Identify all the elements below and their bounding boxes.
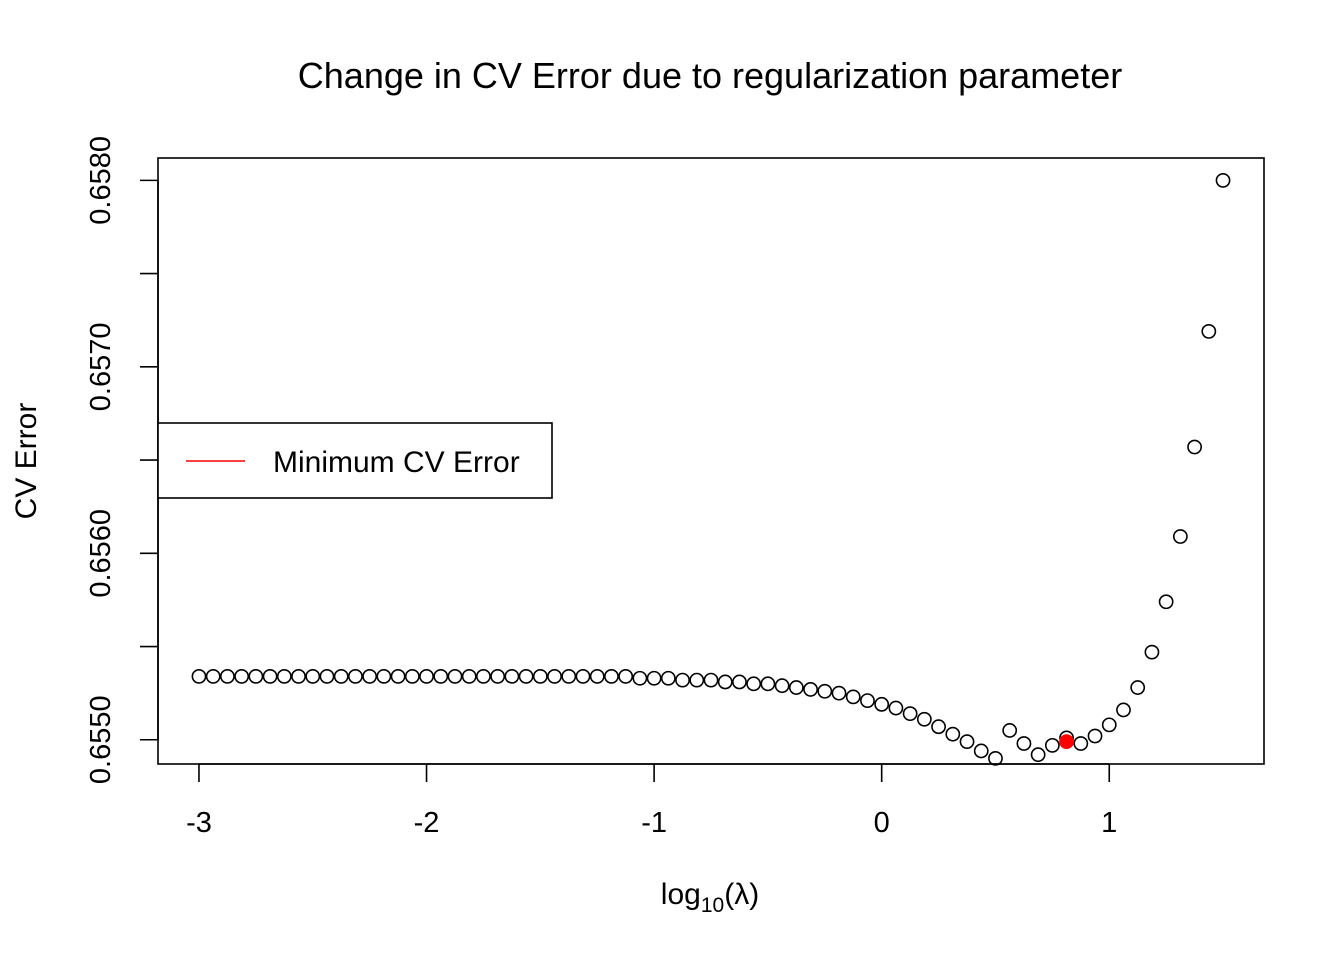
cv-error-point (660, 670, 676, 686)
cv-error-point (1215, 172, 1231, 188)
x-tick-label: -3 (186, 807, 212, 839)
cv-error-point (902, 706, 918, 722)
cv-error-point (746, 676, 762, 692)
cv-error-point (1158, 594, 1174, 610)
cv-error-point (888, 700, 904, 716)
x-axis-label-main: log (661, 878, 701, 911)
cv-error-point (689, 672, 705, 688)
cv-error-point (1187, 439, 1202, 455)
cv-error-point (959, 734, 975, 750)
cv-error-point (646, 670, 662, 686)
cv-error-point (276, 668, 292, 684)
cv-error-point (988, 751, 1003, 766)
cv-error-point (760, 676, 776, 692)
x-tick-label: 0 (874, 807, 890, 839)
cv-error-point (490, 668, 506, 684)
cv-error-point (1144, 644, 1160, 660)
y-axis: 0.6550 0.6560 0.6570 0.6580 (85, 136, 159, 784)
legend: Minimum CV Error (157, 422, 553, 499)
cv-error-point (632, 670, 648, 686)
cv-error-point (1002, 723, 1018, 738)
y-tick-label: 0.6580 (85, 136, 117, 225)
cv-error-point (604, 668, 619, 684)
cv-error-point (390, 668, 406, 684)
cv-error-point (461, 668, 477, 684)
cv-error-point (419, 668, 434, 684)
cv-error-point (305, 668, 321, 684)
cv-error-point (1201, 324, 1217, 339)
chart-title: Change in CV Error due to regularization… (298, 55, 1122, 96)
cv-error-point (376, 668, 392, 684)
cv-error-point (1016, 736, 1032, 751)
x-tick-label: 1 (1101, 807, 1117, 839)
cv-error-point (333, 668, 349, 684)
cv-error-point (1030, 747, 1046, 763)
cv-error-point (717, 674, 733, 690)
cv-error-point (518, 668, 534, 684)
cv-error-point (703, 672, 719, 688)
cv-error-point (817, 683, 833, 699)
cv-error-point (447, 668, 463, 684)
y-tick-label: 0.6560 (85, 509, 117, 598)
cv-error-point (845, 689, 861, 705)
cv-error-point (205, 668, 221, 684)
cv-error-point (262, 668, 278, 684)
y-tick-label: 0.6550 (85, 695, 117, 784)
cv-error-point (532, 668, 548, 684)
cv-error-point (874, 696, 890, 712)
cv-error-point (561, 668, 577, 684)
cv-error-point (803, 682, 818, 697)
cv-error-point (476, 668, 491, 684)
cv-error-point (234, 668, 250, 684)
x-tick-label: -2 (414, 807, 440, 839)
x-axis-label-tail: (λ) (724, 878, 759, 911)
x-axis: -3 -2 -1 0 1 (186, 763, 1117, 839)
cv-error-point (1073, 736, 1089, 751)
cv-error-point (1087, 728, 1103, 744)
cv-error-point (589, 668, 605, 684)
cv-error-point (1130, 680, 1146, 695)
cv-error-point (404, 668, 420, 684)
x-axis-label: log10(λ) (661, 878, 759, 917)
x-tick-label: -1 (641, 807, 667, 839)
cv-error-point (1172, 529, 1188, 544)
cv-error-point (547, 668, 562, 684)
cv-error-point (973, 743, 989, 759)
cv-error-point (945, 726, 961, 742)
cv-error-point (732, 674, 747, 690)
cv-error-point (191, 668, 207, 684)
minimum-cv-point (1059, 734, 1074, 750)
cv-error-point (248, 668, 264, 684)
data-points (191, 172, 1231, 766)
y-axis-label: CV Error (10, 403, 43, 520)
cv-error-point (618, 668, 634, 684)
cv-error-point (931, 719, 946, 735)
cv-error-point (433, 668, 449, 684)
cv-error-point (220, 668, 235, 684)
cv-error-point (291, 668, 306, 684)
cv-error-point (1101, 717, 1117, 733)
cv-error-point (319, 668, 335, 684)
cv-error-point (348, 668, 363, 684)
y-tick-label: 0.6570 (85, 322, 117, 411)
cv-error-point (916, 711, 932, 727)
cv-error-point (675, 672, 690, 688)
cv-error-point (362, 668, 378, 684)
cv-error-point (831, 685, 847, 701)
cv-error-point (1044, 737, 1060, 753)
legend-min-cv-label: Minimum CV Error (273, 446, 520, 479)
cv-error-point (860, 693, 875, 709)
cv-error-point (1116, 702, 1131, 718)
x-axis-label-subscript: 10 (701, 894, 724, 917)
cv-error-point (774, 678, 790, 694)
cv-error-point (788, 680, 804, 695)
cv-error-point (575, 668, 591, 684)
cv-error-point (504, 668, 520, 684)
